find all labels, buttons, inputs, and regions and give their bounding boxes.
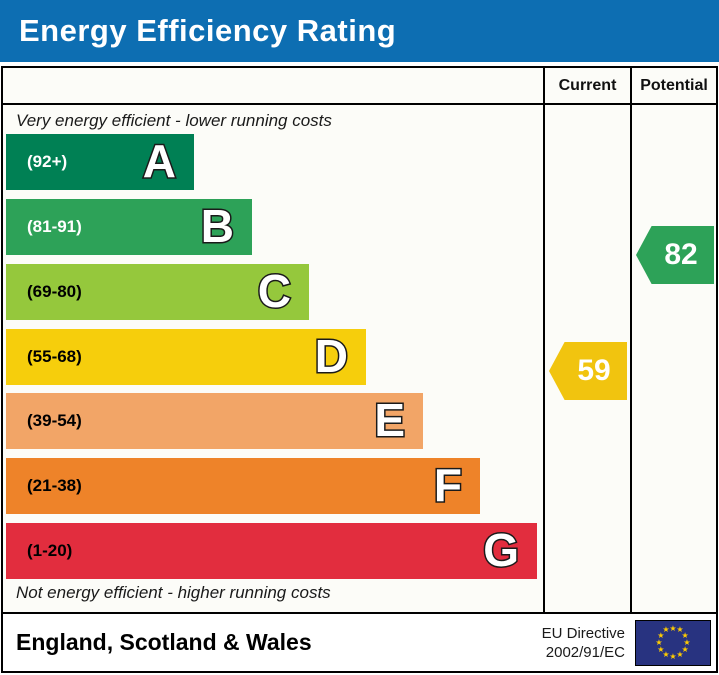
band-d-range: (55-68): [27, 347, 82, 366]
eu-flag-star: ★: [681, 630, 689, 640]
top-note: Very energy efficient - lower running co…: [16, 111, 332, 130]
bottom-note: Not energy efficient - higher running co…: [16, 583, 331, 602]
band-d: (55-68) D: [6, 328, 366, 385]
band-b: (81-91) B: [6, 198, 252, 255]
rating-table: Current Potential Very energy efficient …: [1, 66, 718, 673]
eu-directive-line1: EU Directive: [541, 624, 625, 642]
eu-flag-star: ★: [662, 649, 670, 659]
current-column: 59: [543, 105, 630, 612]
title-bar: Energy Efficiency Rating: [0, 0, 719, 62]
band-e-range: (39-54): [27, 411, 82, 430]
eu-flag-star: ★: [662, 625, 670, 635]
band-g-letter: G: [482, 522, 521, 577]
bands-column: Very energy efficient - lower running co…: [3, 105, 543, 612]
header-current: Current: [543, 68, 630, 103]
header-spacer: [3, 68, 543, 103]
page-title: Energy Efficiency Rating: [19, 13, 397, 48]
eu-directive-label: EU Directive 2002/91/EC: [542, 624, 625, 662]
band-d-letter: D: [313, 328, 349, 383]
band-f-range: (21-38): [27, 476, 82, 495]
eu-flag-star: ★: [676, 625, 684, 635]
band-a-range: (92+): [27, 152, 68, 171]
band-f: (21-38) F: [6, 457, 480, 514]
band-c-letter: C: [256, 263, 292, 318]
potential-rating-arrow: 82: [636, 226, 714, 284]
region-label: England, Scotland & Wales: [16, 629, 312, 655]
band-b-range: (81-91): [27, 217, 82, 236]
eu-flag-star: ★: [683, 637, 691, 647]
eu-directive-line2: 2002/91/EC: [545, 643, 625, 661]
current-rating-arrow: 59: [549, 342, 627, 400]
table-header-row: Current Potential: [3, 68, 716, 105]
footer-row: England, Scotland & Wales EU Directive 2…: [3, 612, 716, 671]
eu-flag-star: ★: [657, 630, 665, 640]
band-g: (1-20) G: [6, 522, 537, 579]
band-a: (92+) A: [6, 133, 194, 190]
eu-flag-star: ★: [657, 644, 665, 654]
band-c-range: (69-80): [27, 282, 82, 301]
band-e: (39-54) E: [6, 392, 423, 449]
potential-rating-value: 82: [664, 238, 698, 271]
chart-body: Very energy efficient - lower running co…: [3, 105, 716, 612]
band-f-letter: F: [432, 457, 463, 512]
band-g-range: (1-20): [27, 541, 73, 560]
eu-flag-star: ★: [669, 623, 677, 633]
band-c: (69-80) C: [6, 263, 309, 320]
eu-flag-star: ★: [681, 644, 689, 654]
header-potential: Potential: [630, 68, 716, 103]
eu-flag-star: ★: [669, 651, 677, 661]
potential-column: 82: [630, 105, 716, 612]
eu-flag-star: ★: [676, 649, 684, 659]
band-e-letter: E: [373, 392, 407, 447]
band-a-letter: A: [141, 133, 177, 188]
eu-flag-icon: ★ ★ ★ ★ ★ ★ ★ ★ ★ ★ ★ ★: [635, 619, 711, 666]
eu-flag-star: ★: [655, 637, 663, 647]
band-b-letter: B: [199, 198, 235, 253]
current-rating-value: 59: [577, 354, 611, 387]
